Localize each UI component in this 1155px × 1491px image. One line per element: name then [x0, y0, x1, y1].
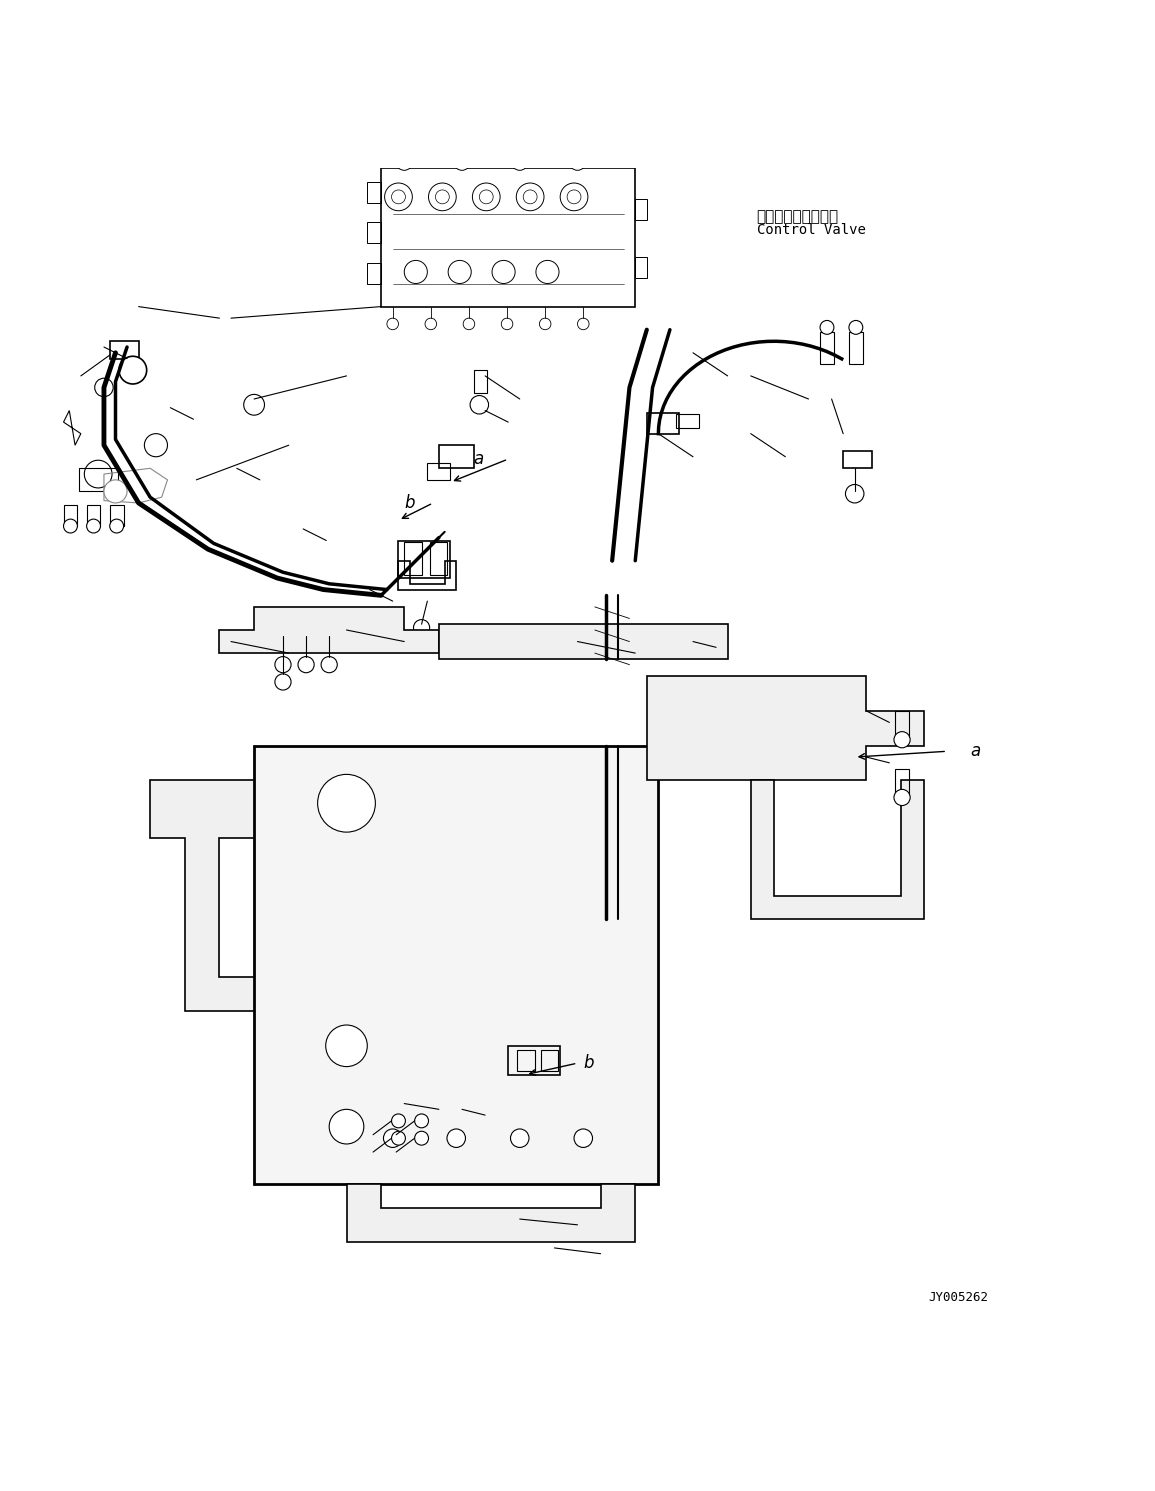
Circle shape [119, 356, 147, 385]
Circle shape [501, 318, 513, 330]
Circle shape [511, 1129, 529, 1148]
Bar [439, 446, 474, 468]
Polygon shape [150, 780, 266, 1011]
Circle shape [95, 379, 113, 397]
Circle shape [326, 1024, 367, 1066]
Bar [110, 341, 139, 358]
Circle shape [275, 656, 291, 672]
Circle shape [470, 395, 489, 414]
Circle shape [447, 1129, 465, 1148]
Bar [676, 414, 699, 428]
Circle shape [539, 318, 551, 330]
Bar [508, 1045, 560, 1075]
Circle shape [492, 261, 515, 283]
Bar [110, 505, 124, 526]
Bar [430, 543, 447, 574]
Polygon shape [751, 780, 924, 918]
Circle shape [894, 789, 910, 805]
Bar [635, 256, 647, 277]
Circle shape [144, 434, 167, 456]
Bar [517, 1051, 535, 1071]
Circle shape [104, 480, 127, 502]
Circle shape [425, 318, 437, 330]
Circle shape [567, 189, 581, 204]
Bar [367, 222, 381, 243]
Polygon shape [219, 607, 439, 653]
Circle shape [64, 519, 77, 532]
Circle shape [448, 261, 471, 283]
Bar [843, 450, 872, 468]
Circle shape [472, 183, 500, 210]
Bar [541, 1051, 558, 1071]
Circle shape [413, 620, 430, 635]
Bar [427, 462, 450, 480]
Circle shape [516, 183, 544, 210]
Bar [404, 543, 422, 574]
Bar [820, 332, 834, 364]
Bar [849, 332, 863, 364]
Bar [439, 625, 728, 659]
Text: a: a [970, 743, 981, 760]
Circle shape [415, 1114, 429, 1127]
Circle shape [392, 1132, 405, 1145]
Circle shape [318, 774, 375, 832]
Circle shape [894, 732, 910, 748]
Circle shape [435, 189, 449, 204]
Circle shape [415, 1132, 429, 1145]
Text: JY005262: JY005262 [929, 1291, 989, 1305]
Circle shape [560, 183, 588, 210]
Circle shape [820, 321, 834, 334]
Circle shape [845, 485, 864, 502]
Bar [398, 541, 450, 579]
Circle shape [385, 183, 412, 210]
Circle shape [87, 519, 100, 532]
Bar [367, 182, 381, 203]
Circle shape [329, 1109, 364, 1144]
Text: b: b [404, 494, 415, 511]
Circle shape [396, 154, 412, 170]
Bar [64, 505, 77, 526]
Circle shape [569, 154, 586, 170]
Bar [87, 505, 100, 526]
Bar [635, 200, 647, 221]
Circle shape [321, 656, 337, 672]
Polygon shape [647, 677, 924, 780]
Circle shape [392, 189, 405, 204]
Circle shape [523, 189, 537, 204]
Text: a: a [474, 450, 484, 468]
Circle shape [512, 154, 528, 170]
Bar [895, 768, 909, 798]
Circle shape [110, 519, 124, 532]
Circle shape [578, 318, 589, 330]
Circle shape [454, 154, 470, 170]
Bar [79, 468, 118, 492]
Bar [367, 262, 381, 283]
Circle shape [574, 1129, 593, 1148]
Bar [647, 413, 679, 434]
Circle shape [383, 1129, 402, 1148]
Text: b: b [583, 1054, 594, 1072]
Circle shape [275, 674, 291, 690]
Circle shape [463, 318, 475, 330]
Text: コントロールバルブ: コントロールバルブ [757, 209, 839, 224]
Circle shape [404, 261, 427, 283]
Circle shape [298, 656, 314, 672]
Circle shape [387, 318, 398, 330]
Circle shape [849, 321, 863, 334]
Bar [254, 746, 658, 1184]
Polygon shape [346, 1184, 635, 1242]
Text: Control Valve: Control Valve [757, 224, 865, 237]
Circle shape [536, 261, 559, 283]
Bar [474, 370, 487, 394]
Circle shape [429, 183, 456, 210]
Bar [895, 711, 909, 740]
Circle shape [392, 1114, 405, 1127]
Circle shape [84, 461, 112, 488]
Circle shape [479, 189, 493, 204]
Circle shape [244, 395, 264, 414]
